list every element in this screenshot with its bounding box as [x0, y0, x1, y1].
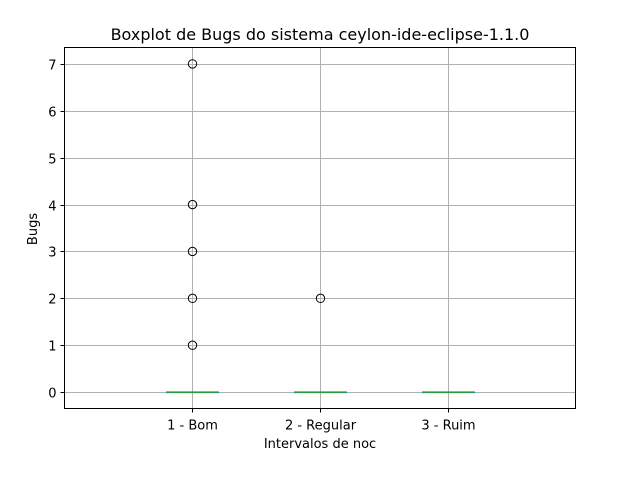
- x-tick-label: 2 - Regular: [285, 419, 357, 434]
- y-tick-label: 1: [48, 340, 56, 355]
- outlier-layer: [187, 59, 326, 350]
- y-tick-label: 6: [48, 106, 56, 121]
- y-tick-label: 7: [48, 59, 56, 74]
- y-tick-label: 3: [48, 246, 56, 261]
- y-axis-label: Bugs: [26, 213, 41, 245]
- x-tick-label: 1 - Bom: [167, 419, 218, 434]
- box-layer: [166, 391, 475, 394]
- outlier-point: [187, 293, 198, 304]
- tick-layer: 0 1 2 3 4 5 6 7 1 - Bom 2 - Regular 3 - Ruim: [48, 59, 475, 434]
- y-tick-label: 5: [48, 153, 56, 168]
- y-tick-label: 4: [48, 200, 56, 215]
- x-axis-label: Intervalos de noc: [264, 437, 376, 452]
- outlier-point: [187, 246, 198, 257]
- outlier-point: [187, 59, 198, 69]
- y-tick-label: 2: [48, 293, 56, 308]
- chart-title: Boxplot de Bugs do sistema ceylon-ide-ec…: [111, 25, 530, 44]
- x-tick-label: 3 - Ruim: [421, 419, 475, 434]
- outlier-point: [187, 340, 198, 350]
- y-tick-label: 0: [48, 387, 56, 402]
- outlier-point: [187, 199, 198, 210]
- grid-layer: [64, 47, 576, 409]
- outlier-point: [315, 293, 326, 304]
